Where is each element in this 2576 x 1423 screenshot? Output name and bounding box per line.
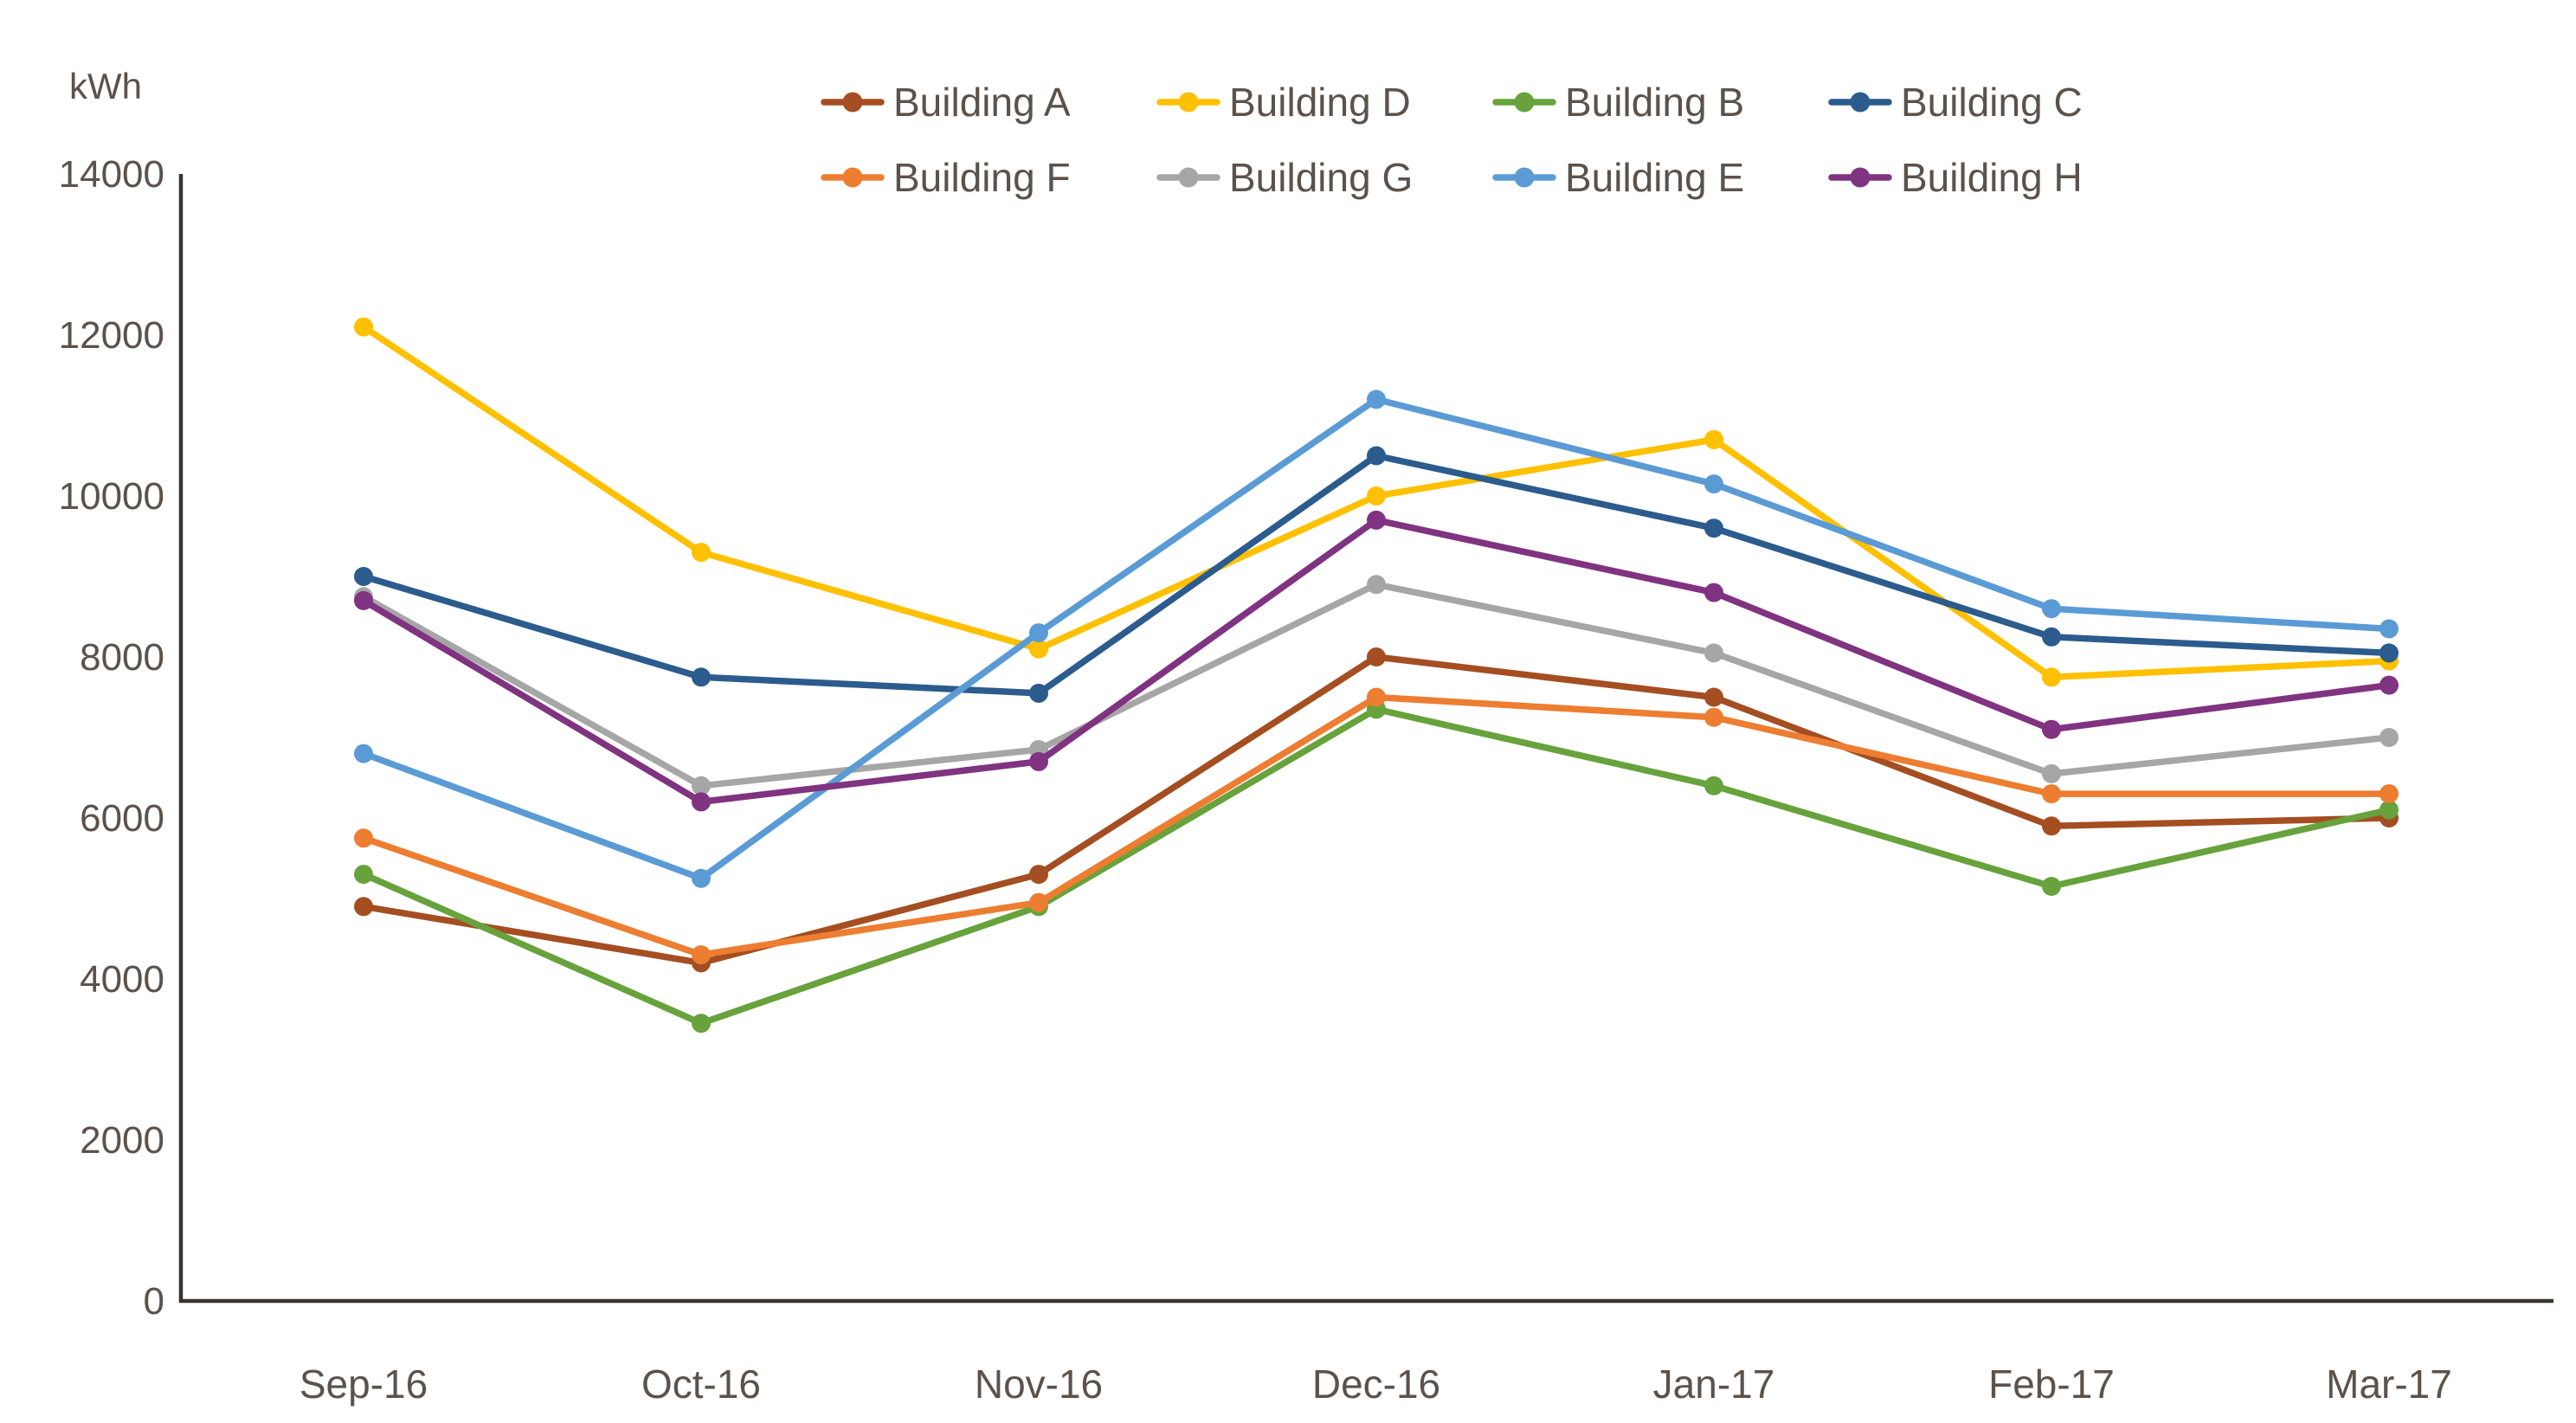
data-point-building-a-dec-16: [1367, 647, 1386, 666]
data-point-building-f-mar-17: [2380, 784, 2399, 804]
data-point-building-e-mar-17: [2380, 619, 2399, 639]
y-tick-label: 8000: [80, 636, 164, 679]
x-tick-label: Dec-16: [1312, 1362, 1440, 1407]
legend-label-building-f: Building F: [893, 155, 1071, 200]
y-tick-label: 12000: [59, 314, 164, 357]
legend-label-building-c: Building C: [1901, 80, 2083, 125]
legend-item-building-b: Building B: [1492, 80, 1744, 125]
data-point-building-g-dec-16: [1367, 575, 1386, 595]
data-point-building-e-jan-17: [1704, 474, 1723, 494]
legend-marker-dot-building-a: [842, 92, 863, 113]
data-point-building-e-dec-16: [1367, 390, 1386, 409]
data-point-building-d-sep-16: [354, 317, 373, 337]
data-point-building-e-feb-17: [2042, 599, 2061, 619]
data-point-building-h-oct-16: [692, 792, 711, 812]
legend-label-building-d: Building D: [1229, 80, 1411, 125]
data-point-building-f-oct-16: [692, 945, 711, 965]
data-point-building-a-nov-16: [1029, 865, 1048, 885]
data-point-building-f-feb-17: [2042, 784, 2061, 804]
legend-label-building-b: Building B: [1565, 80, 1744, 125]
legend-item-building-c: Building C: [1828, 80, 2083, 125]
legend-label-building-a: Building A: [893, 80, 1071, 125]
data-point-building-c-dec-16: [1367, 446, 1386, 466]
x-tick-label: Sep-16: [299, 1362, 428, 1407]
axis-lines: [178, 174, 2553, 1304]
data-point-building-a-jan-17: [1704, 687, 1723, 707]
x-tick-label: Mar-17: [2326, 1362, 2452, 1407]
y-tick-label: 6000: [80, 797, 164, 840]
data-point-building-c-feb-17: [2042, 627, 2061, 647]
legend-item-building-a: Building A: [821, 80, 1071, 125]
data-point-building-b-jan-17: [1704, 776, 1723, 795]
legend-marker-dot-building-b: [1514, 92, 1535, 113]
legend-marker-dot-building-g: [1178, 167, 1199, 188]
data-point-building-e-oct-16: [692, 868, 711, 888]
data-point-building-h-dec-16: [1367, 510, 1386, 530]
x-tick-label: Oct-16: [641, 1362, 761, 1407]
data-point-building-a-sep-16: [354, 897, 373, 917]
data-point-building-g-mar-17: [2380, 728, 2399, 747]
legend-item-building-e: Building E: [1492, 155, 1744, 200]
legend-marker-dot-building-e: [1514, 167, 1535, 188]
legend-item-building-h: Building H: [1828, 155, 2083, 200]
data-point-building-g-jan-17: [1704, 643, 1723, 663]
data-point-building-c-mar-17: [2380, 643, 2399, 663]
series-building-e: [354, 390, 2399, 888]
data-point-building-d-dec-16: [1367, 486, 1386, 505]
series-building-c: [354, 446, 2399, 703]
data-point-building-f-sep-16: [354, 828, 373, 848]
y-tick-label: 0: [144, 1280, 164, 1323]
legend-marker-dot-building-c: [1850, 92, 1871, 113]
data-point-building-f-jan-17: [1704, 707, 1723, 727]
legend-label-building-h: Building H: [1901, 155, 2083, 200]
series-line-building-g: [360, 581, 2392, 789]
series-building-d: [354, 317, 2399, 687]
legend-marker-dot-building-d: [1178, 92, 1199, 113]
data-point-building-h-feb-17: [2042, 719, 2061, 739]
data-point-building-h-sep-16: [354, 590, 373, 610]
data-point-building-d-feb-17: [2042, 667, 2061, 687]
legend-item-building-d: Building D: [1156, 80, 1411, 125]
data-point-building-b-oct-16: [692, 1014, 711, 1033]
data-point-building-c-sep-16: [354, 567, 373, 586]
y-tick-label: 4000: [80, 958, 164, 1001]
x-tick-label: Jan-17: [1653, 1362, 1775, 1407]
x-tick-label: Nov-16: [975, 1362, 1103, 1407]
data-point-building-c-nov-16: [1029, 683, 1048, 703]
series-building-f: [354, 687, 2399, 965]
data-point-building-f-dec-16: [1367, 687, 1386, 707]
data-point-building-f-nov-16: [1029, 892, 1048, 912]
data-point-building-d-jan-17: [1704, 429, 1723, 449]
data-point-building-c-jan-17: [1704, 518, 1723, 538]
data-point-building-g-feb-17: [2042, 763, 2061, 783]
data-point-building-h-mar-17: [2380, 675, 2399, 695]
legend-item-building-f: Building F: [821, 155, 1071, 200]
legend-item-building-g: Building G: [1156, 155, 1413, 200]
data-point-building-c-oct-16: [692, 667, 711, 687]
legend-label-building-e: Building E: [1565, 155, 1744, 200]
data-point-building-e-sep-16: [354, 744, 373, 763]
y-tick-label: 14000: [59, 153, 164, 196]
data-point-building-e-nov-16: [1029, 623, 1048, 643]
data-point-building-b-mar-17: [2380, 800, 2399, 820]
y-tick-label: 2000: [80, 1119, 164, 1162]
data-point-building-g-oct-16: [692, 776, 711, 795]
data-point-building-a-feb-17: [2042, 816, 2061, 836]
x-tick-label: Feb-17: [1988, 1362, 2115, 1407]
data-point-building-h-nov-16: [1029, 751, 1048, 771]
legend-label-building-g: Building G: [1229, 155, 1413, 200]
data-point-building-d-oct-16: [692, 543, 711, 563]
legend-marker-dot-building-h: [1850, 167, 1871, 188]
data-point-building-b-feb-17: [2042, 877, 2061, 896]
legend-marker-dot-building-f: [842, 167, 863, 188]
y-tick-label: 10000: [59, 475, 164, 518]
data-point-building-b-sep-16: [354, 865, 373, 885]
data-point-building-h-jan-17: [1704, 583, 1723, 602]
data-point-building-d-nov-16: [1029, 639, 1048, 659]
series-building-h: [354, 510, 2399, 812]
y-axis-unit-label: kWh: [69, 66, 142, 106]
